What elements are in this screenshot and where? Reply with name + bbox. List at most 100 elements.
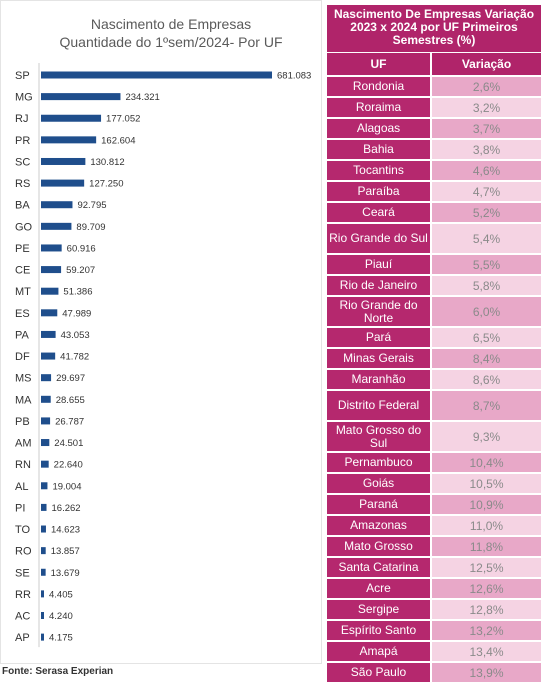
chart-subtitle: Quantidade do 1ºsem/2024- Por UF bbox=[59, 34, 283, 50]
bar bbox=[41, 114, 102, 122]
value-label: 19.004 bbox=[52, 481, 81, 492]
table-row: Sergipe 12,8% bbox=[327, 600, 541, 619]
chart-panel: Nascimento de Empresas Quantidade do 1ºs… bbox=[0, 0, 322, 664]
value-label: 59.207 bbox=[66, 265, 95, 276]
bar bbox=[41, 417, 51, 425]
value-label: 51.386 bbox=[63, 287, 92, 298]
category-label: PA bbox=[15, 329, 30, 341]
value-label: 162.604 bbox=[101, 135, 135, 146]
category-label: SP bbox=[15, 70, 30, 82]
variation-cell: 13,4% bbox=[432, 642, 541, 661]
table-row: Ceará 5,2% bbox=[327, 203, 541, 222]
variation-cell: 6,0% bbox=[432, 297, 541, 326]
variation-cell: 3,8% bbox=[432, 140, 541, 159]
bar bbox=[41, 71, 272, 79]
value-label: 234.321 bbox=[125, 92, 159, 103]
category-label: AC bbox=[15, 611, 30, 623]
category-label: MG bbox=[15, 92, 33, 104]
bar bbox=[41, 439, 50, 447]
uf-cell: Roraima bbox=[327, 98, 430, 117]
chart-title: Nascimento de Empresas bbox=[90, 16, 252, 32]
variation-cell: 6,5% bbox=[432, 328, 541, 347]
table-row: Goiás 10,5% bbox=[327, 474, 541, 493]
uf-cell: Tocantins bbox=[327, 161, 430, 180]
bar bbox=[41, 547, 46, 555]
variation-cell: 12,6% bbox=[432, 579, 541, 598]
category-label: PR bbox=[15, 135, 30, 147]
bar bbox=[41, 157, 86, 165]
uf-cell: Espírito Santo bbox=[327, 621, 430, 640]
value-label: 127.250 bbox=[89, 179, 123, 190]
uf-cell: Bahia bbox=[327, 140, 430, 159]
variation-cell: 11,0% bbox=[432, 516, 541, 535]
uf-cell: Paraíba bbox=[327, 182, 430, 201]
table-row: Roraima 3,2% bbox=[327, 98, 541, 117]
variation-cell: 4,7% bbox=[432, 182, 541, 201]
table-row: Tocantins 4,6% bbox=[327, 161, 541, 180]
value-label: 130.812 bbox=[90, 157, 124, 168]
value-label: 26.787 bbox=[55, 416, 84, 427]
category-label: RN bbox=[15, 459, 31, 471]
table-row: Paraíba 4,7% bbox=[327, 182, 541, 201]
category-label: TO bbox=[15, 524, 31, 536]
value-label: 60.916 bbox=[67, 243, 96, 254]
bar bbox=[41, 460, 49, 468]
category-label: MT bbox=[15, 286, 31, 298]
value-label: 16.262 bbox=[52, 503, 81, 514]
uf-cell: Amazonas bbox=[327, 516, 430, 535]
category-label: AM bbox=[15, 438, 32, 450]
table-row: Alagoas 3,7% bbox=[327, 119, 541, 138]
variation-cell: 5,2% bbox=[432, 203, 541, 222]
category-label: DF bbox=[15, 351, 30, 363]
uf-cell: Distrito Federal bbox=[327, 391, 430, 420]
uf-cell: Rondonia bbox=[327, 77, 430, 96]
table-row: Rio de Janeiro 5,8% bbox=[327, 276, 541, 295]
variation-cell: 10,5% bbox=[432, 474, 541, 493]
uf-cell: São Paulo bbox=[327, 663, 430, 682]
value-label: 89.709 bbox=[76, 222, 105, 233]
category-label: PB bbox=[15, 416, 30, 428]
bar bbox=[41, 136, 97, 144]
value-label: 4.405 bbox=[49, 589, 73, 600]
value-label: 92.795 bbox=[77, 200, 106, 211]
variation-cell: 5,4% bbox=[432, 224, 541, 253]
value-label: 24.501 bbox=[54, 438, 83, 449]
variation-cell: 11,8% bbox=[432, 537, 541, 556]
bar bbox=[41, 266, 62, 274]
source-note: Fonte: Serasa Experian bbox=[2, 666, 114, 677]
bar bbox=[41, 222, 72, 230]
table-row: Rio Grande do Norte 6,0% bbox=[327, 297, 541, 326]
uf-cell: Santa Catarina bbox=[327, 558, 430, 577]
table-row: Santa Catarina 12,5% bbox=[327, 558, 541, 577]
variation-cell: 9,3% bbox=[432, 422, 541, 451]
variation-cell: 10,4% bbox=[432, 453, 541, 472]
variation-table: Nascimento De Empresas Variação 2023 x 2… bbox=[327, 5, 541, 682]
column-header-variation: Variação bbox=[432, 53, 541, 75]
table-body: Rondonia 2,6% Roraima 3,2% Alagoas 3,7% Bahia 3… bbox=[327, 77, 541, 684]
bar bbox=[41, 179, 85, 187]
table-row: Pará 6,5% bbox=[327, 328, 541, 347]
bar bbox=[41, 201, 73, 209]
table-row: Espírito Santo 13,2% bbox=[327, 621, 541, 640]
variation-cell: 5,8% bbox=[432, 276, 541, 295]
uf-cell: Maranhão bbox=[327, 370, 430, 389]
variation-cell: 10,9% bbox=[432, 495, 541, 514]
uf-cell: Amapá bbox=[327, 642, 430, 661]
value-label: 47.989 bbox=[62, 308, 91, 319]
uf-cell: Pará bbox=[327, 328, 430, 347]
category-label: PI bbox=[15, 502, 25, 514]
bar-chart: SP 681.083 MG 234.321 RJ 177.052 PR 162.604 SC 13… bbox=[15, 63, 311, 648]
value-label: 41.782 bbox=[60, 352, 89, 363]
category-label: ES bbox=[15, 308, 30, 320]
table-row: Acre 12,6% bbox=[327, 579, 541, 598]
variation-cell: 13,2% bbox=[432, 621, 541, 640]
variation-cell: 12,8% bbox=[432, 600, 541, 619]
value-label: 13.857 bbox=[51, 546, 80, 557]
table-row: Distrito Federal 8,7% bbox=[327, 391, 541, 420]
uf-cell: Rio Grande do Sul bbox=[327, 224, 430, 253]
variation-cell: 13,9% bbox=[432, 663, 541, 682]
table-row: Piauí 5,5% bbox=[327, 255, 541, 274]
category-label: SE bbox=[15, 567, 30, 579]
bar bbox=[41, 612, 44, 619]
variation-cell: 5,5% bbox=[432, 255, 541, 274]
